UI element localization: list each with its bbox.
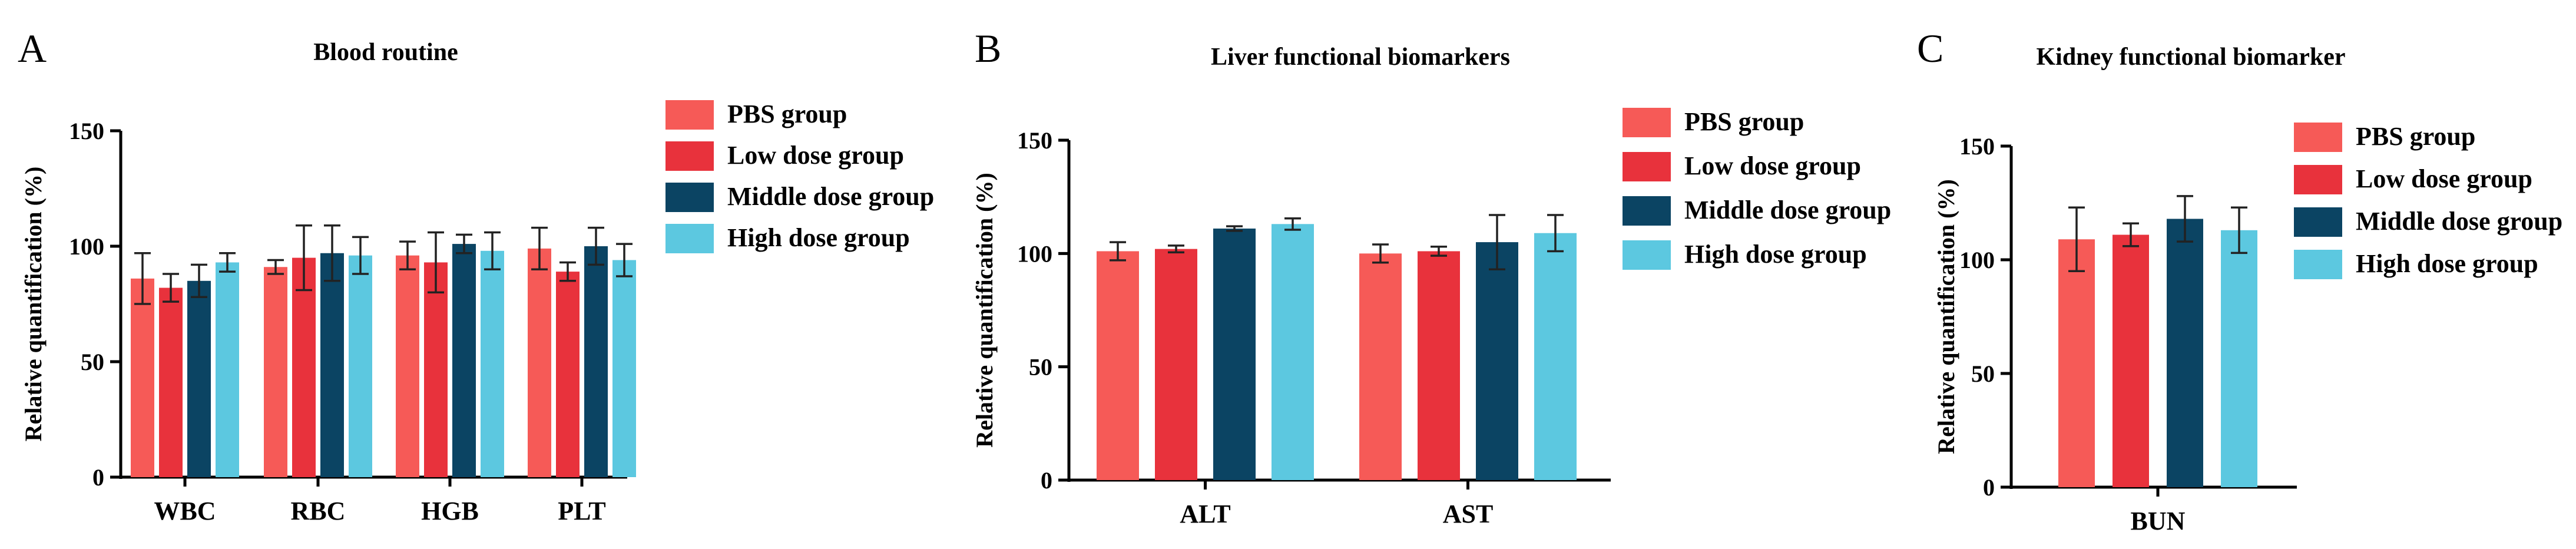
bar-wbc-4 (216, 262, 239, 477)
legend-label: Middle dose group (1684, 196, 1891, 224)
bar-bun-4 (2221, 230, 2257, 487)
legend-swatch (665, 183, 714, 212)
panel-b: B Liver functional biomarkers Relative qua… (971, 26, 1891, 528)
bar-bun-3 (2167, 219, 2203, 487)
legend-swatch (665, 100, 714, 130)
y-tick-label: 150 (69, 118, 104, 144)
y-tick-label: 100 (1959, 247, 1995, 273)
legend-swatch (1623, 240, 1671, 270)
y-tick-label: 50 (81, 349, 104, 375)
bar-alt-1 (1097, 251, 1139, 480)
y-tick-label: 0 (92, 464, 104, 491)
bar-alt-2 (1155, 249, 1197, 480)
y-tick-label: 0 (1041, 467, 1052, 494)
legend-swatch (2294, 123, 2342, 152)
bar-ast-3 (1476, 242, 1518, 480)
y-axis-title: Relative quantification (%) (20, 167, 47, 442)
legend-swatch (1623, 108, 1671, 137)
y-tick-label: 150 (1959, 133, 1995, 160)
category-label: AST (1443, 500, 1494, 528)
panel-a: A Blood routine Relative quantification (%… (18, 26, 934, 525)
legend-label: High dose group (727, 223, 910, 252)
category-label: RBC (291, 497, 346, 525)
panel-c: C Kidney functional biomarker Relative qua… (1917, 26, 2562, 535)
bar-wbc-3 (187, 280, 211, 477)
category-label: BUN (2131, 507, 2186, 535)
y-tick-label: 100 (69, 233, 104, 260)
y-tick-label: 0 (1983, 474, 1995, 501)
chart-title: Blood routine (313, 39, 458, 66)
y-tick-label: 50 (1029, 354, 1052, 381)
bar-hgb-1 (396, 255, 419, 477)
chart-title: Liver functional biomarkers (1211, 44, 1510, 71)
bar-ast-1 (1359, 253, 1402, 480)
legend-label: PBS group (2356, 122, 2475, 151)
bar-plt-4 (612, 260, 636, 477)
y-axis-title: Relative quantification (%) (1933, 179, 1959, 454)
legend-label: Low dose group (727, 141, 904, 170)
bar-hgb-3 (452, 244, 476, 477)
bar-ast-2 (1418, 251, 1460, 480)
bar-bun-1 (2058, 239, 2095, 487)
legend-swatch (1623, 152, 1671, 181)
legend-swatch (2294, 250, 2342, 279)
bar-ast-4 (1534, 233, 1577, 480)
legend-label: High dose group (2356, 249, 2538, 278)
bar-plt-1 (528, 248, 551, 477)
bar-alt-4 (1272, 224, 1314, 480)
category-label: ALT (1180, 500, 1230, 528)
panel-letter: C (1917, 26, 1943, 71)
bar-rbc-1 (264, 267, 287, 477)
y-tick-label: 100 (1017, 240, 1052, 267)
panel-letter: A (18, 26, 47, 71)
legend-label: Low dose group (2356, 164, 2532, 193)
bar-hgb-4 (481, 250, 504, 477)
legend-label: PBS group (1684, 107, 1804, 136)
bar-wbc-2 (159, 287, 183, 477)
bar-rbc-3 (320, 253, 344, 477)
bar-hgb-2 (424, 262, 448, 477)
bar-rbc-4 (349, 255, 372, 477)
legend-label: PBS group (727, 100, 847, 128)
legend-swatch (665, 224, 714, 253)
bar-bun-2 (2113, 234, 2149, 487)
legend-swatch (665, 141, 714, 171)
y-tick-label: 150 (1017, 127, 1052, 154)
bar-rbc-2 (292, 257, 316, 477)
y-tick-label: 50 (1971, 361, 1995, 387)
category-label: HGB (421, 497, 479, 525)
bar-plt-3 (584, 246, 608, 477)
panel-letter: B (975, 26, 1001, 71)
bar-plt-2 (556, 272, 580, 477)
category-label: PLT (558, 497, 606, 525)
category-label: WBC (154, 497, 216, 525)
legend-label: High dose group (1684, 240, 1867, 269)
legend-swatch (2294, 165, 2342, 194)
bar-alt-3 (1213, 229, 1256, 480)
legend-swatch (1623, 196, 1671, 226)
legend-label: Middle dose group (2356, 207, 2562, 236)
chart-title: Kidney functional biomarker (2036, 44, 2345, 71)
bar-wbc-1 (131, 278, 154, 477)
legend-swatch (2294, 207, 2342, 237)
y-axis-title: Relative quantification (%) (971, 173, 998, 448)
legend-label: Middle dose group (727, 182, 934, 211)
legend-label: Low dose group (1684, 151, 1861, 180)
